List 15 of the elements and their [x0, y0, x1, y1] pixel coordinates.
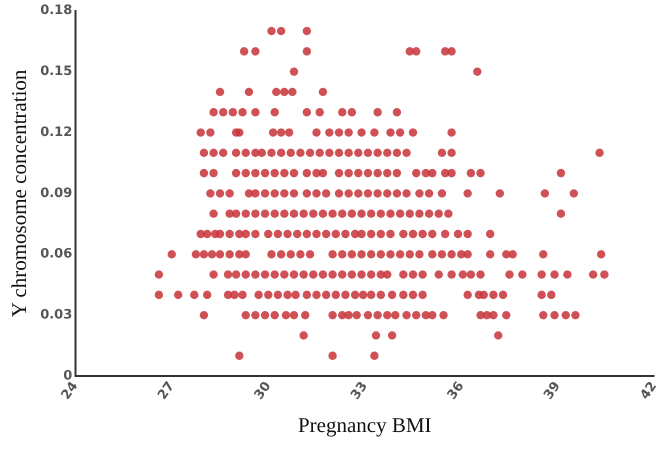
- x-tick-label: 27: [155, 379, 178, 403]
- x-tick-label: 24: [58, 379, 82, 403]
- y-tick-label: 0.03: [40, 308, 72, 323]
- y-tick-label: 0.18: [40, 3, 72, 18]
- x-tick-label: 30: [252, 379, 274, 403]
- x-tick-label: 33: [348, 379, 371, 403]
- x-tick-label: 42: [638, 379, 660, 403]
- y-tick-label: 0.06: [40, 246, 72, 262]
- y-axis-title: Y chromosome concentration: [7, 69, 32, 318]
- x-tick-label: 39: [541, 379, 564, 403]
- x-tick-label: 36: [444, 379, 468, 403]
- y-tick-label: 0.15: [40, 64, 72, 80]
- y-tick-label: 0.12: [40, 124, 72, 140]
- x-axis-title: Pregnancy BMI: [298, 412, 432, 437]
- y-tick-label: 0.09: [40, 186, 72, 201]
